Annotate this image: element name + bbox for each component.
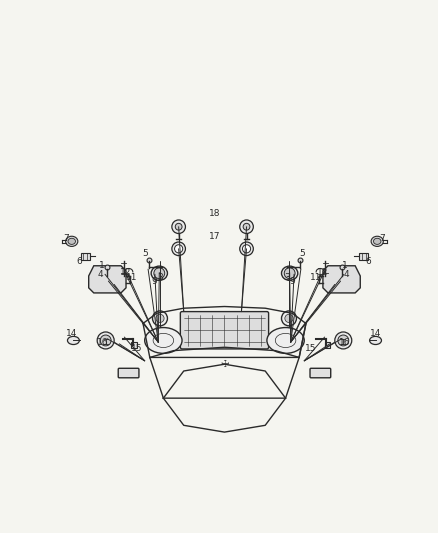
Text: 5: 5 (300, 249, 305, 259)
FancyBboxPatch shape (81, 253, 90, 260)
Text: 1: 1 (342, 261, 348, 270)
Text: 11: 11 (310, 273, 321, 282)
Text: 12: 12 (120, 269, 131, 277)
Text: 16: 16 (96, 337, 108, 346)
Ellipse shape (66, 236, 78, 246)
Circle shape (243, 245, 251, 253)
Text: 4: 4 (344, 270, 350, 279)
Text: 6: 6 (366, 257, 371, 266)
Text: 17: 17 (208, 232, 220, 241)
FancyBboxPatch shape (180, 312, 268, 349)
Circle shape (240, 242, 253, 256)
Ellipse shape (68, 238, 75, 245)
Text: 9: 9 (290, 277, 296, 286)
Polygon shape (323, 266, 360, 293)
FancyBboxPatch shape (310, 368, 331, 378)
Ellipse shape (282, 266, 298, 280)
Text: 3: 3 (157, 273, 163, 282)
Text: 14: 14 (370, 329, 381, 338)
FancyBboxPatch shape (359, 253, 368, 260)
Text: 3: 3 (284, 273, 290, 282)
Text: 14: 14 (66, 329, 78, 338)
Circle shape (240, 220, 253, 233)
FancyBboxPatch shape (325, 342, 330, 348)
Ellipse shape (370, 336, 381, 344)
Ellipse shape (371, 236, 383, 246)
Circle shape (284, 268, 295, 279)
Text: ☩: ☩ (220, 359, 229, 369)
Circle shape (97, 332, 114, 349)
Circle shape (285, 314, 293, 322)
Text: 16: 16 (339, 337, 351, 346)
Ellipse shape (267, 328, 304, 353)
Text: 7: 7 (379, 234, 385, 243)
Circle shape (172, 242, 185, 256)
Text: 18: 18 (208, 208, 220, 217)
FancyBboxPatch shape (118, 368, 139, 378)
Ellipse shape (145, 328, 182, 353)
Text: 9: 9 (152, 277, 157, 286)
Text: 1: 1 (99, 261, 105, 270)
Text: 11: 11 (127, 273, 138, 282)
Circle shape (338, 335, 349, 346)
Ellipse shape (151, 266, 167, 280)
FancyBboxPatch shape (131, 342, 137, 348)
Text: 6: 6 (76, 257, 82, 266)
Text: 12: 12 (317, 269, 328, 277)
Circle shape (100, 335, 111, 346)
Text: 7: 7 (63, 234, 68, 243)
Polygon shape (88, 266, 126, 293)
Circle shape (282, 311, 297, 326)
Text: 15: 15 (131, 344, 142, 353)
Circle shape (243, 223, 250, 230)
Ellipse shape (67, 336, 79, 344)
Ellipse shape (374, 238, 381, 245)
Circle shape (172, 220, 185, 233)
Circle shape (156, 314, 164, 322)
Text: 5: 5 (142, 249, 148, 259)
Circle shape (152, 311, 167, 326)
Circle shape (335, 332, 352, 349)
Circle shape (154, 268, 165, 279)
Text: 15: 15 (305, 344, 317, 353)
Circle shape (175, 223, 182, 230)
Circle shape (175, 245, 183, 253)
Text: 4: 4 (98, 270, 103, 279)
